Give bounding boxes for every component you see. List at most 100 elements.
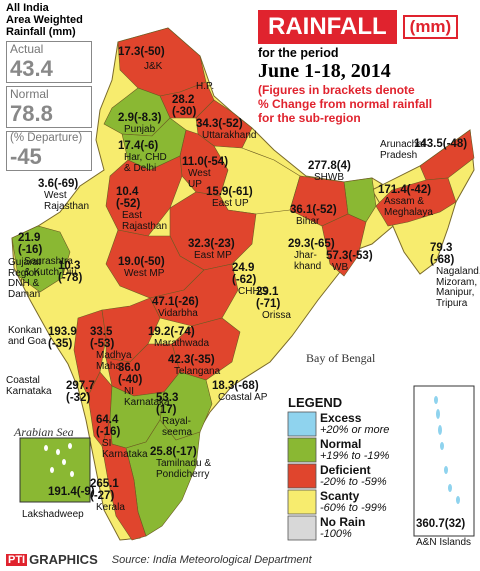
- region-name-konkan: Konkan and Goa: [8, 325, 47, 347]
- legend-swatch-scanty: [287, 489, 317, 515]
- legend-swatch-deficient: [287, 463, 317, 489]
- note-line-3: for the sub-region: [258, 111, 361, 125]
- lakshadweep-islands: [44, 443, 74, 477]
- rainfall-value-coastal_ap: 18.3(-68): [212, 380, 259, 392]
- region-name-coastal_ap: Coastal AP: [218, 392, 268, 403]
- rainfall-value-tamilnadu: 25.8(-17): [150, 446, 197, 458]
- actual-label: Actual: [6, 41, 92, 56]
- rainfall-value-coastal_karnataka: 297.7 (-32): [66, 380, 95, 405]
- legend-no-rain-range: -100%: [320, 528, 352, 540]
- rainfall-value-punjab: 2.9(-8.3): [118, 112, 162, 124]
- region-name-hp: H.P.: [196, 81, 215, 92]
- rainfall-value-jk: 17.3(-50): [118, 46, 165, 58]
- rainfall-value-assam: 171.4(-42): [378, 184, 432, 196]
- region-name-punjab: Punjab: [124, 124, 156, 135]
- region-name-east_up: East UP: [212, 198, 249, 209]
- region-name-jharkhand: Jhar-khand: [294, 250, 322, 272]
- normal-value: 78.8: [6, 101, 92, 128]
- region-gwb: [321, 213, 367, 277]
- region-name-chhg: CHHG: [238, 286, 268, 297]
- rainfall-value-kerala: 265.1 (-27): [90, 478, 119, 503]
- region-name-east_rajasthan: East Rajasthan: [122, 210, 168, 232]
- all-india-panel: All India Area Weighted Rainfall (mm) Ac…: [6, 2, 92, 171]
- rainfall-value-jharkhand: 29.3(-65): [288, 238, 335, 250]
- region-name-arunachal: Arunachal Pradesh: [380, 139, 426, 161]
- rainfall-value-ni_karnataka: 36.0 (-40): [118, 362, 143, 387]
- region-east-up: [213, 145, 301, 215]
- rainfall-value-uttarakhand: 34.3(-52): [196, 118, 243, 130]
- source-text: Source: India Meteorological Department: [111, 553, 312, 566]
- andaman-islands: [434, 396, 460, 504]
- rainfall-value-east_up: 15.9(-61): [206, 186, 253, 198]
- region-kerala: [101, 419, 147, 541]
- arabian-sea-label: Arabian Sea: [14, 425, 74, 439]
- region-name-nmmt: Nagaland, Mizoram, Manipur, Tripura: [436, 266, 480, 309]
- legend-excess-range: +20% or more: [320, 424, 390, 436]
- region-name-vidarbha: Vidarbha: [158, 308, 198, 319]
- region-name-rayalseema: Rayal-seema: [162, 416, 193, 438]
- note-line-2: % Change from normal rainfall: [258, 97, 433, 111]
- region-name-gujarat: Gujarat Region DNH & Daman: [8, 257, 41, 300]
- period-intro: for the period: [258, 46, 339, 60]
- bay-of-bengal-label: Bay of Bengal: [306, 351, 376, 365]
- legend-scanty-name: Scanty: [320, 489, 360, 503]
- actual-value: 43.4: [6, 56, 92, 83]
- legend-swatch-normal: [287, 437, 317, 463]
- region-name-shwb: SHWB: [314, 172, 344, 183]
- rainfall-value-madhya_maha: 33.5 (-53): [90, 326, 115, 351]
- all-india-title-3: Rainfall (mm): [6, 26, 76, 38]
- region-name-east_mp: East MP: [194, 250, 232, 261]
- departure-value: -45: [6, 144, 92, 171]
- legend-title: LEGEND: [288, 395, 343, 410]
- legend-no-rain-name: No Rain: [320, 515, 366, 529]
- region-name-orissa: Orissa: [262, 310, 291, 321]
- footer: PTI GRAPHICS Source: India Meteorologica…: [6, 552, 476, 567]
- rainfall-value-andaman: 360.7(32): [416, 518, 466, 530]
- note-line-1: (Figures in brackets denote: [258, 83, 415, 97]
- rainfall-value-east_rajasthan: 10.4 (-52): [116, 186, 141, 211]
- legend-deficient-range: -20% to -59%: [320, 476, 387, 488]
- legend-normal-name: Normal: [320, 437, 362, 451]
- rainfall-value-haryana: 17.4(-6): [118, 140, 159, 152]
- header-panel: RAINFALL (mm) for the period June 1-18, …: [258, 10, 472, 125]
- region-name-coastal_karnataka: Coastal Karnataka: [6, 375, 52, 397]
- title-row: RAINFALL (mm): [258, 10, 472, 44]
- rainfall-value-west_mp: 19.0(-50): [118, 256, 165, 268]
- rainfall-value-hp: 28.2 (-30): [172, 94, 197, 119]
- region-name-telangana: Telangana: [174, 366, 221, 377]
- region-name-si_karnataka: SI Karnataka: [102, 438, 148, 460]
- region-vidarbha: [149, 263, 239, 327]
- region-arunachal: [419, 129, 475, 181]
- normal-label: Normal: [6, 86, 92, 101]
- rainfall-value-gujarat: 10.3 (-78): [58, 260, 83, 285]
- region-name-kerala: Kerala: [96, 502, 125, 513]
- rainfall-value-marathwada: 19.2(-74): [148, 326, 195, 338]
- period-dates: June 1-18, 2014: [258, 60, 391, 82]
- region-name-ni_karnataka: NI Karnataka: [124, 386, 170, 408]
- rainfall-value-east_mp: 32.3(-23): [188, 238, 235, 250]
- legend-scanty-range: -60% to -99%: [320, 502, 387, 514]
- rainfall-value-rayalseema: 53.3 (17): [156, 392, 179, 417]
- region-name-saurashtra: Saurashtra & Kutch Diu: [24, 256, 77, 278]
- rainfall-value-si_karnataka: 64.4 (-16): [96, 414, 121, 439]
- region-name-bihar: Bihar: [296, 216, 320, 227]
- rainfall-title: RAINFALL: [258, 10, 397, 44]
- rainfall-value-telangana: 42.3(-35): [168, 354, 215, 366]
- rainfall-value-chhg: 24.9 (-62): [232, 262, 257, 287]
- rainfall-value-bihar: 36.1(-52): [290, 204, 337, 216]
- region-name-haryana: Har, CHD & Delhi: [124, 152, 167, 174]
- rainfall-value-arunachal: 143.5(-48): [414, 138, 468, 150]
- rainfall-value-lakshadweep: 191.4(-9): [48, 486, 95, 498]
- rainfall-value-vidarbha: 47.1(-26): [152, 296, 199, 308]
- rainfall-value-gwb: 57.3(-53): [326, 250, 373, 262]
- region-name-marathwada: Marathwada: [154, 338, 210, 349]
- rainfall-value-orissa: 29.1 (-71): [256, 286, 281, 311]
- rainfall-value-shwb: 277.8(4): [308, 160, 351, 172]
- legend-normal-range: +19% to -19%: [320, 450, 390, 462]
- region-name-andaman: A&N Islands: [416, 537, 472, 548]
- legend-deficient-name: Deficient: [320, 463, 371, 477]
- legend-excess-name: Excess: [320, 411, 362, 425]
- departure-label: (% Departure): [6, 131, 92, 144]
- all-india-title-2: Area Weighted: [6, 14, 83, 26]
